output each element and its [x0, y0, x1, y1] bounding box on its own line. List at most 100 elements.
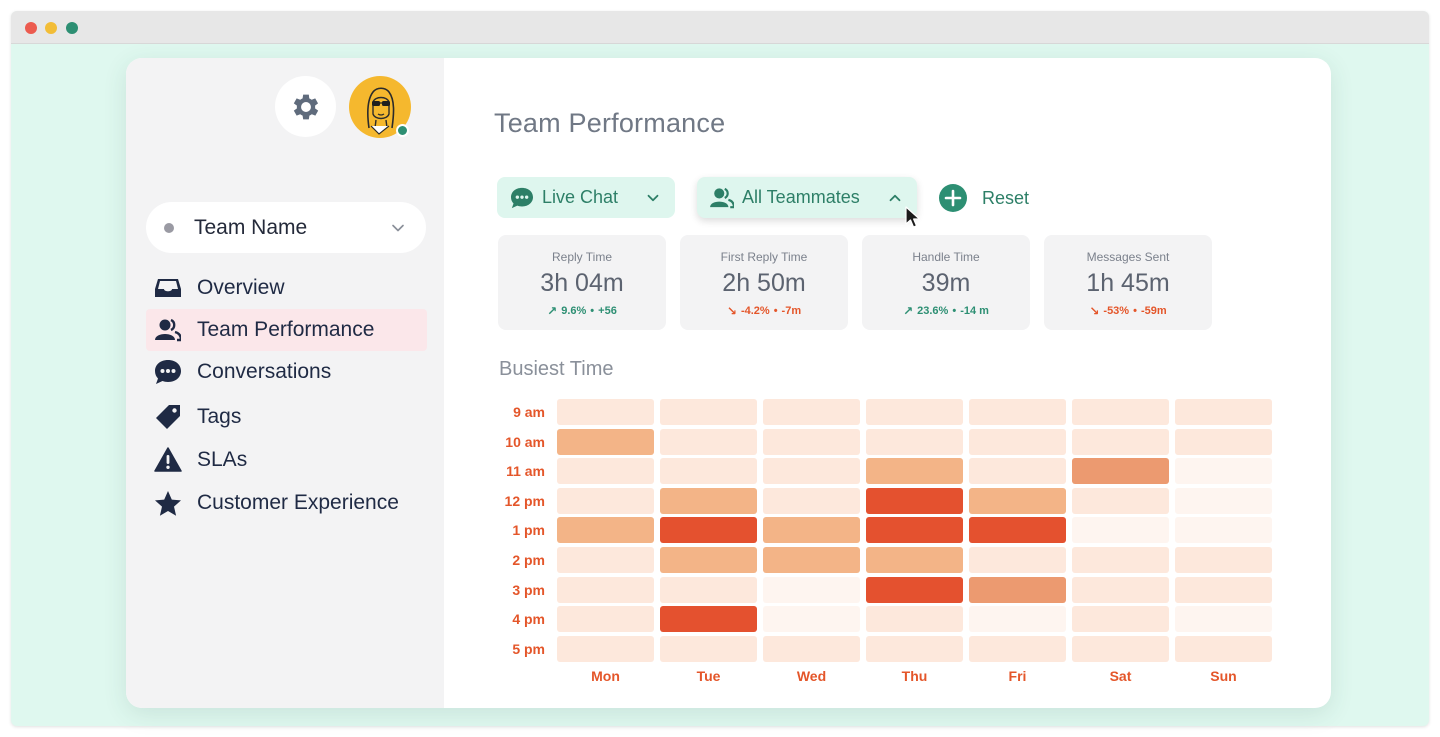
heatmap-cell[interactable]: [1072, 487, 1169, 514]
heatmap-cell[interactable]: [1175, 635, 1272, 662]
sidebar-item-team-performance[interactable]: Team Performance: [146, 309, 427, 351]
hour-label: 2 pm: [512, 552, 545, 568]
heatmap-cell[interactable]: [763, 428, 860, 455]
heatmap-cell[interactable]: [1175, 399, 1272, 425]
reset-filters-button[interactable]: Reset: [938, 182, 1029, 214]
metric-trend-delta: -14 m: [960, 305, 989, 317]
heatmap-cell[interactable]: [969, 606, 1066, 633]
heatmap-cell[interactable]: [660, 458, 757, 485]
heatmap-cell[interactable]: [969, 576, 1066, 603]
minimize-window-button[interactable]: [45, 22, 57, 34]
heatmap-cell[interactable]: [557, 517, 654, 544]
heatmap-cell[interactable]: [1175, 487, 1272, 514]
arrow-down-right-icon: ↘: [726, 304, 737, 318]
arrow-down-right-icon: ↘: [1089, 304, 1100, 318]
user-portrait-icon: [367, 87, 395, 135]
heatmap-cell[interactable]: [660, 399, 757, 425]
heatmap-cell[interactable]: [1072, 458, 1169, 485]
heatmap-cell[interactable]: [969, 487, 1066, 514]
heatmap-cell[interactable]: [1175, 428, 1272, 455]
heatmap-cell[interactable]: [660, 428, 757, 455]
separator-dot: •: [773, 305, 778, 317]
channel-filter-dropdown[interactable]: Live Chat: [497, 177, 675, 218]
heatmap-cell[interactable]: [557, 458, 654, 485]
sidebar-item-conversations[interactable]: Conversations: [146, 351, 427, 393]
heatmap-cell[interactable]: [969, 399, 1066, 425]
heatmap-cell[interactable]: [1175, 576, 1272, 603]
sidebar-item-overview[interactable]: Overview: [146, 267, 427, 309]
heatmap-cell[interactable]: [866, 487, 963, 514]
inbox-icon: [154, 274, 182, 302]
close-window-button[interactable]: [25, 22, 37, 34]
heatmap-cell[interactable]: [1072, 399, 1169, 425]
metric-value: 39m: [921, 269, 971, 297]
heatmap-cell[interactable]: [1072, 547, 1169, 573]
tag-icon: [154, 403, 182, 431]
heatmap-cell[interactable]: [969, 517, 1066, 544]
metric-card-handle-time: Handle Time 39m ↗ 23.6% • -14 m: [862, 235, 1030, 330]
heatmap-cell[interactable]: [866, 428, 963, 455]
heatmap-cell[interactable]: [557, 428, 654, 455]
sidebar-item-customer-experience[interactable]: Customer Experience: [146, 482, 427, 524]
heatmap-cell[interactable]: [1072, 576, 1169, 603]
heatmap-cell[interactable]: [660, 606, 757, 633]
heatmap-cell[interactable]: [763, 517, 860, 544]
chevron-down-icon: [647, 194, 659, 201]
plus-circle-icon: [939, 184, 967, 212]
heatmap-cell[interactable]: [1175, 547, 1272, 573]
chevron-up-icon: [889, 194, 901, 201]
heatmap-cell[interactable]: [866, 547, 963, 573]
sidebar-item-slas[interactable]: SLAs: [146, 439, 427, 481]
metric-trend-delta: +56: [598, 305, 617, 317]
chevron-down-icon: [392, 224, 404, 231]
heatmap-cell[interactable]: [866, 458, 963, 485]
heatmap-cell[interactable]: [557, 576, 654, 603]
sidebar-item-tags[interactable]: Tags: [146, 396, 427, 438]
heatmap-cell[interactable]: [660, 635, 757, 662]
heatmap-cell[interactable]: [763, 547, 860, 573]
team-select-dropdown[interactable]: Team Name: [146, 202, 426, 253]
heatmap-cell[interactable]: [660, 547, 757, 573]
heatmap-cell[interactable]: [660, 517, 757, 544]
heatmap-cell[interactable]: [969, 635, 1066, 662]
heatmap-cell[interactable]: [969, 547, 1066, 573]
heatmap-cell[interactable]: [866, 635, 963, 662]
hour-label: 1 pm: [512, 522, 545, 539]
heatmap-cell[interactable]: [866, 606, 963, 633]
heatmap-cell[interactable]: [1175, 458, 1272, 485]
heatmap-cell[interactable]: [969, 428, 1066, 455]
heatmap-cell[interactable]: [969, 458, 1066, 485]
browser-title-bar: [11, 11, 1429, 44]
heatmap-cell[interactable]: [1072, 517, 1169, 544]
heatmap-cell[interactable]: [1175, 606, 1272, 633]
heatmap-cell[interactable]: [866, 517, 963, 544]
sidebar-item-label: Overview: [197, 276, 285, 299]
heatmap-cell[interactable]: [763, 635, 860, 662]
heatmap-cell[interactable]: [557, 547, 654, 573]
heatmap-cell[interactable]: [1072, 606, 1169, 633]
heatmap-cell[interactable]: [866, 399, 963, 425]
day-label: Fri: [1008, 668, 1027, 685]
heatmap-cell[interactable]: [1072, 635, 1169, 662]
hour-label: 3 pm: [512, 581, 545, 598]
heatmap-cell[interactable]: [557, 635, 654, 662]
heatmap-cell[interactable]: [763, 606, 860, 633]
day-label: Thu: [901, 668, 928, 685]
heatmap-cell[interactable]: [557, 487, 654, 514]
teammates-filter-dropdown[interactable]: All Teammates: [697, 177, 917, 218]
metric-trend-delta: -59m: [1140, 305, 1167, 317]
heatmap-cell[interactable]: [763, 458, 860, 485]
heatmap-cell[interactable]: [763, 576, 860, 603]
heatmap-cell[interactable]: [1072, 428, 1169, 455]
heatmap-cell[interactable]: [557, 606, 654, 633]
settings-button[interactable]: [275, 76, 336, 137]
heatmap-cell[interactable]: [866, 576, 963, 603]
heatmap-cell[interactable]: [660, 487, 757, 514]
heatmap-cell[interactable]: [660, 576, 757, 603]
user-avatar[interactable]: [349, 76, 411, 138]
heatmap-cell[interactable]: [763, 399, 860, 425]
heatmap-cell[interactable]: [1175, 517, 1272, 544]
heatmap-cell[interactable]: [763, 487, 860, 514]
maximize-window-button[interactable]: [66, 22, 78, 34]
heatmap-cell[interactable]: [557, 399, 654, 425]
